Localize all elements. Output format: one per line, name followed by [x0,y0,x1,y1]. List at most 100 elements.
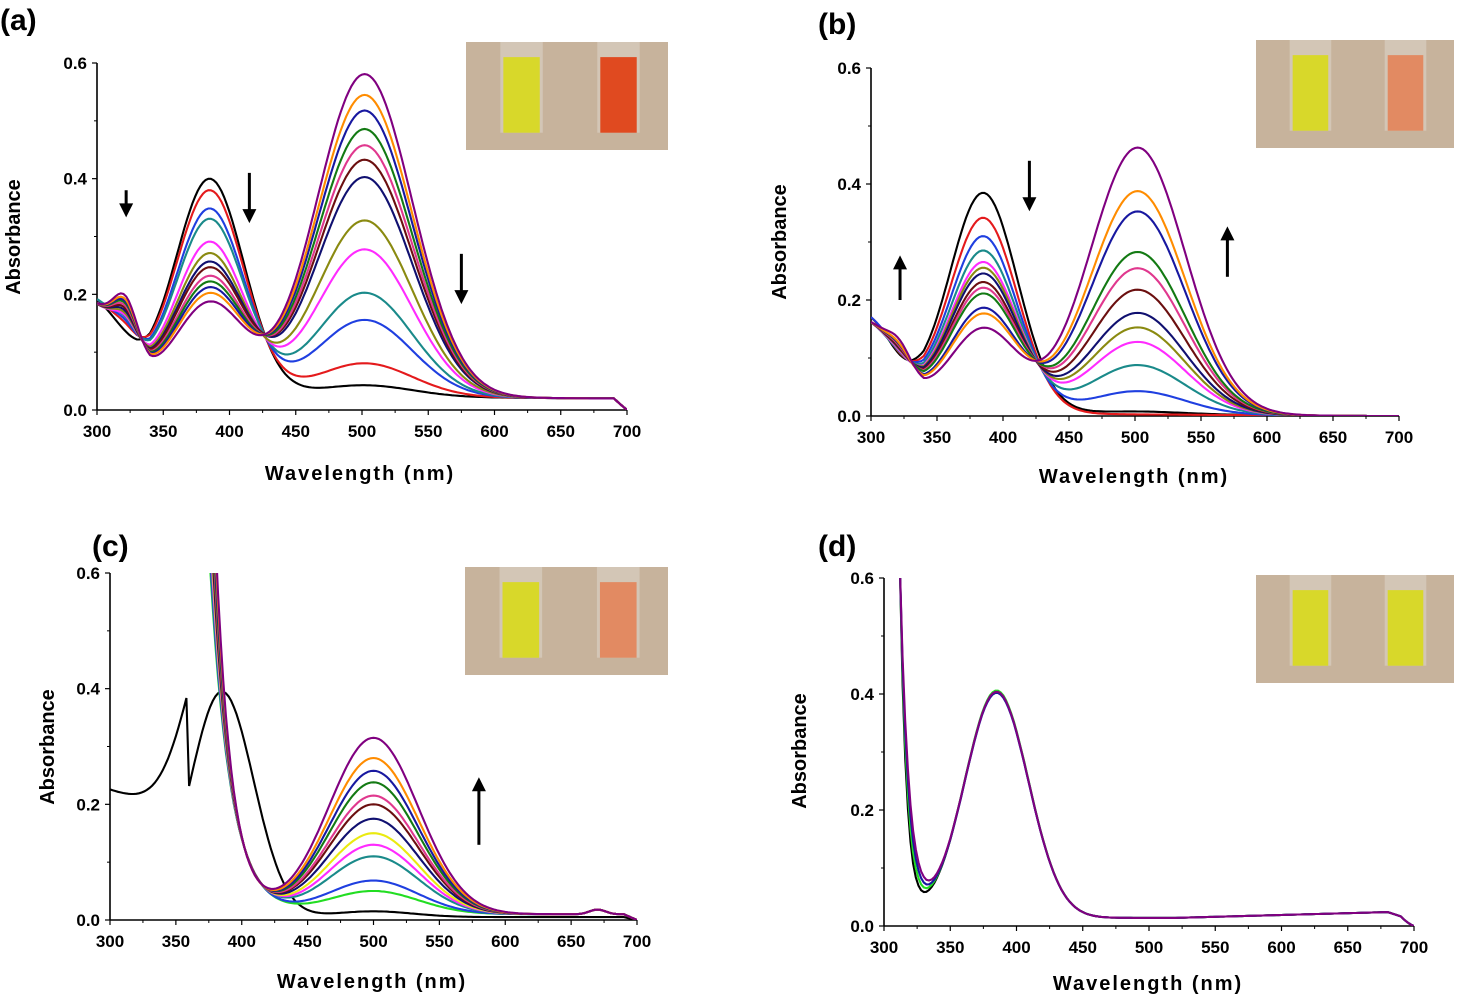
panel-d-label: (d) [818,530,856,563]
panel-b: (b) Absorbance Wavelength (nm) 300 350 400… [769,8,1454,488]
y-tick-label: 0.2 [63,285,87,304]
vial-solution-orange [599,582,637,658]
spectrum-line-13 [97,73,627,410]
series-group [871,146,1399,416]
x-tick-label: 400 [228,932,256,951]
x-tick-label: 550 [425,932,453,951]
spectrum-line-13 [871,146,1399,416]
x-tick-label: 450 [1069,938,1097,957]
x-tick-label: 350 [149,422,177,441]
y-tick-label: 0.0 [76,911,100,930]
series-group [899,578,1414,926]
x-tick-label: 300 [83,422,111,441]
spectrum-line-12 [871,190,1399,416]
y-tick-label: 0.2 [850,801,874,820]
x-tick-label: 700 [613,422,641,441]
vial-solution-orange [1387,55,1424,131]
panel-d-xlabel: Wavelength (nm) [1053,973,1243,995]
y-tick-label: 0.2 [76,795,100,814]
y-tick-label: 0.4 [837,175,861,194]
x-tick-label: 350 [923,428,951,447]
x-tick-label: 650 [547,422,575,441]
series-group [110,573,637,920]
x-tick-label: 300 [96,932,124,951]
spectrum-line-2 [97,189,627,410]
trend-arrow-head [1022,197,1037,212]
trend-arrow-head [454,290,469,305]
x-tick-label: 550 [1201,938,1229,957]
x-tick-label: 350 [936,938,964,957]
vial-solution-yellow [503,57,540,133]
x-tick-label: 400 [989,428,1017,447]
y-tick-label: 0.0 [63,401,87,420]
panel-c: (c) Absorbance Wavelength (nm) 300 350 400… [37,530,668,993]
y-tick-label: 0.6 [63,54,87,73]
x-tick-label: 650 [557,932,585,951]
vial-solution-yellow [502,582,540,658]
x-tick-label: 450 [282,422,310,441]
y-tick-label: 0.2 [837,291,861,310]
spectrum-line-10 [97,127,627,410]
trend-arrow-head [119,203,134,218]
vial-photo [1256,40,1454,148]
y-tick-label: 0.6 [76,564,100,583]
trend-arrow-head [893,255,908,270]
panel-c-ylabel: Absorbance [37,689,59,805]
vial-solution-yellow [1387,590,1424,666]
spectrum-line-1 [871,191,1399,416]
panel-a-label: (a) [0,4,37,37]
y-tick-label: 0.4 [63,170,87,189]
x-tick-label: 600 [1253,428,1281,447]
x-tick-label: 650 [1334,938,1362,957]
x-tick-label: 700 [623,932,651,951]
x-tick-label: 500 [1135,938,1163,957]
panel-a-xlabel: Wavelength (nm) [265,463,455,485]
y-tick-label: 0.4 [850,685,874,704]
x-tick-label: 600 [480,422,508,441]
x-tick-label: 400 [215,422,243,441]
spectrum-line-1 [110,690,637,920]
vial-solution-yellow [1292,590,1329,666]
spectrum-line-13 [216,573,637,920]
x-tick-label: 400 [1002,938,1030,957]
panel-a-ylabel: Absorbance [3,179,25,295]
x-tick-label: 600 [491,932,519,951]
series-group [97,73,627,410]
vial-solution-red [600,57,637,133]
x-tick-label: 600 [1267,938,1295,957]
spectrum-line-4 [899,578,1414,926]
x-tick-label: 700 [1385,428,1413,447]
x-tick-label: 550 [414,422,442,441]
panel-b-xlabel: Wavelength (nm) [1039,466,1229,488]
x-tick-label: 500 [348,422,376,441]
x-tick-label: 550 [1187,428,1215,447]
panel-a: (a) Absorbance Wavelength (nm) 300 350 400… [0,4,668,485]
x-tick-label: 500 [359,932,387,951]
trend-arrow-head [242,209,257,224]
x-tick-label: 700 [1400,938,1428,957]
spectrum-line-8 [97,158,627,410]
y-tick-label: 0.4 [76,680,100,699]
x-tick-label: 300 [857,428,885,447]
y-tick-label: 0.6 [837,59,861,78]
trend-arrow-head [471,777,486,792]
panel-c-label: (c) [92,530,129,563]
x-tick-label: 450 [293,932,321,951]
trend-arrow-head [1220,226,1235,241]
x-tick-label: 500 [1121,428,1149,447]
x-tick-label: 300 [870,938,898,957]
vial-photo [466,42,668,150]
panel-b-label: (b) [818,8,856,41]
vial-photo [1256,575,1454,683]
panel-c-xlabel: Wavelength (nm) [277,971,467,993]
vial-solution-yellow [1292,55,1329,131]
y-tick-label: 0.0 [850,917,874,936]
panel-d-ylabel: Absorbance [789,693,811,809]
x-tick-label: 350 [162,932,190,951]
x-tick-label: 650 [1319,428,1347,447]
panel-d: (d) Absorbance Wavelength (nm) 300 350 400… [789,530,1454,995]
y-tick-label: 0.6 [850,569,874,588]
panel-b-ylabel: Absorbance [769,184,791,300]
y-tick-label: 0.0 [837,407,861,426]
